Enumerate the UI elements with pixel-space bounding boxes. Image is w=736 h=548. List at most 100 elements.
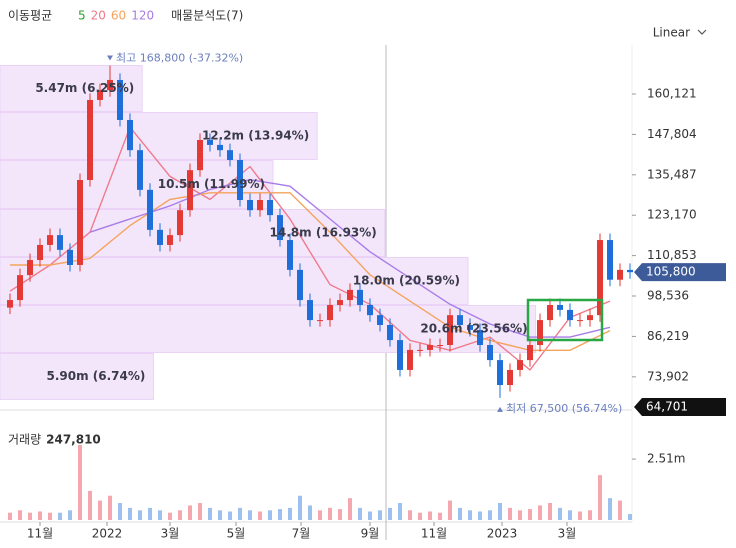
candle-body xyxy=(217,144,223,151)
volume-bar xyxy=(18,510,22,520)
candle-body xyxy=(437,345,443,347)
volume-bar xyxy=(518,510,522,520)
legend-entry: 60 xyxy=(111,9,126,23)
candle-body xyxy=(127,119,133,151)
candle-body xyxy=(397,340,403,370)
candle-body xyxy=(137,150,143,190)
volume-bar xyxy=(498,503,502,520)
volume-bar xyxy=(458,507,462,520)
volume-bar xyxy=(508,507,512,520)
candle-body xyxy=(87,99,93,181)
y-tick-label: 160,121 xyxy=(647,86,697,100)
candle-body xyxy=(577,320,583,322)
volume-bar xyxy=(168,512,172,520)
volume-bar xyxy=(188,505,192,520)
candle-body xyxy=(237,160,243,201)
volume-bar xyxy=(598,475,602,520)
volume-bar xyxy=(288,507,292,520)
y-tick-label: 110,853 xyxy=(647,248,697,262)
volume-bar xyxy=(68,510,72,520)
y-tick-label: 2.51m xyxy=(647,452,685,466)
candle-body xyxy=(587,315,593,321)
volume-bar xyxy=(398,503,402,520)
volume-bar xyxy=(58,512,62,520)
y-tick-label: 86,219 xyxy=(647,329,689,343)
ma-line xyxy=(89,178,611,338)
volume-bar xyxy=(568,510,572,520)
volume-bar xyxy=(158,510,162,520)
volume-bar xyxy=(8,512,12,520)
candle-body xyxy=(467,324,473,330)
volume-bar xyxy=(438,512,442,520)
volume-bar xyxy=(368,511,372,520)
volume-bar xyxy=(328,507,332,520)
price-tag-label: 105,800 xyxy=(646,265,696,279)
y-tick-label: 73,902 xyxy=(647,369,689,383)
volume-last: 247,810 xyxy=(46,433,101,447)
volume-bar xyxy=(48,512,52,520)
volume-bar xyxy=(138,510,142,520)
candle-body xyxy=(457,315,463,325)
candle-body xyxy=(147,189,153,230)
price-tag xyxy=(634,263,726,282)
candle-body xyxy=(557,304,563,310)
volume-bar xyxy=(628,513,632,520)
candle-body xyxy=(297,269,303,301)
y-tick-label: 147,804 xyxy=(647,127,697,141)
candle-body xyxy=(187,170,193,211)
volume-bar xyxy=(248,510,252,520)
volume-bar xyxy=(608,498,612,520)
profile-bar xyxy=(0,305,537,354)
volume-bar xyxy=(588,510,592,520)
candle-body xyxy=(357,289,363,305)
volume-bar xyxy=(28,512,32,520)
candle-body xyxy=(447,315,453,346)
volume-bar xyxy=(548,503,552,520)
candle-body xyxy=(67,249,73,265)
candle-body xyxy=(507,369,513,386)
volume-bar xyxy=(268,510,272,520)
profile-label: 12.2m (13.94%) xyxy=(202,129,309,143)
x-tick-label: 2022 xyxy=(92,527,123,541)
profile-title: 매물분석도(7) xyxy=(171,9,243,23)
candle-body xyxy=(307,300,313,321)
candle-body xyxy=(7,300,13,308)
volume-bar xyxy=(478,511,482,520)
candle-body xyxy=(277,215,283,241)
y-tick-label: 135,487 xyxy=(647,167,697,181)
volume-bar xyxy=(88,490,92,520)
profile-label: 5.90m (6.74%) xyxy=(47,369,146,383)
scale-mode[interactable]: Linear xyxy=(653,26,690,40)
volume-bar xyxy=(488,510,492,520)
annotation-marker xyxy=(107,55,113,61)
x-tick-label: 3월 xyxy=(558,527,577,541)
volume-bar xyxy=(108,495,112,520)
candle-body xyxy=(267,200,273,216)
volume-bar xyxy=(428,511,432,520)
volume-bar xyxy=(408,510,412,520)
x-tick-label: 5월 xyxy=(227,527,246,541)
volume-bar xyxy=(198,503,202,520)
candle-body xyxy=(607,240,613,280)
candle-body xyxy=(517,360,523,370)
candle-body xyxy=(617,269,623,280)
candle-body xyxy=(57,235,63,250)
profile-label: 18.0m (20.59%) xyxy=(353,274,460,288)
chevron[interactable] xyxy=(697,29,707,35)
volume-bar xyxy=(98,500,102,520)
x-tick-label: 7월 xyxy=(292,527,311,541)
candle-body xyxy=(227,150,233,161)
candle-body xyxy=(257,200,263,211)
candle-body xyxy=(27,260,33,276)
volume-bar xyxy=(538,505,542,520)
candle-body xyxy=(77,180,83,265)
candle-body xyxy=(107,79,113,91)
volume-bar xyxy=(258,511,262,520)
volume-bar xyxy=(118,503,122,520)
profile-label: 14.8m (16.93%) xyxy=(270,226,377,240)
x-tick-label: 9월 xyxy=(361,527,380,541)
candle-body xyxy=(287,240,293,270)
ma-line xyxy=(10,192,611,351)
candle-body xyxy=(197,139,203,171)
